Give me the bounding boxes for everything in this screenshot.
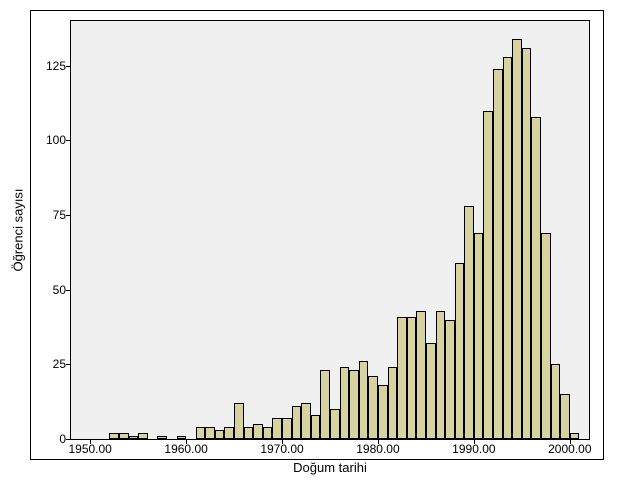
- histogram-bar: [378, 385, 388, 439]
- histogram-bar: [407, 317, 417, 439]
- histogram-bar: [177, 436, 187, 439]
- histogram-bar: [455, 263, 465, 439]
- x-tick-label: 1980.00: [356, 442, 399, 456]
- histogram-bar: [215, 430, 225, 439]
- y-tick-mark: [66, 364, 70, 365]
- y-tick-label: 25: [26, 357, 66, 371]
- histogram-bar: [157, 436, 167, 439]
- histogram-bar: [349, 370, 359, 439]
- y-tick-mark: [66, 215, 70, 216]
- histogram-bar: [272, 418, 282, 439]
- histogram-bar: [292, 406, 302, 439]
- histogram-bar: [541, 233, 551, 439]
- histogram-bar: [224, 427, 234, 439]
- histogram-bar: [531, 117, 541, 439]
- histogram-bar: [244, 427, 254, 439]
- y-tick-label: 0: [26, 432, 66, 446]
- histogram-bar: [205, 427, 215, 439]
- chart-container: 0 25 50 75 100 125 1950.00 1960.00 1970.00 1980.…: [0, 0, 626, 501]
- histogram-bar: [311, 415, 321, 439]
- x-tick-label: 2000.00: [548, 442, 591, 456]
- x-tick-mark: [90, 440, 91, 444]
- x-tick-mark: [378, 440, 379, 444]
- x-tick-mark: [474, 440, 475, 444]
- histogram-bar: [483, 111, 493, 439]
- y-tick-mark: [66, 290, 70, 291]
- histogram-bar: [493, 69, 503, 439]
- histogram-bar: [512, 39, 522, 439]
- histogram-bar: [503, 57, 513, 439]
- y-tick-label: 75: [26, 208, 66, 222]
- histogram-bar: [522, 48, 532, 439]
- histogram-bar: [138, 433, 148, 439]
- y-tick-mark: [66, 66, 70, 67]
- histogram-bar: [282, 418, 292, 439]
- histogram-bar: [570, 433, 580, 439]
- histogram-bar: [263, 427, 273, 439]
- x-tick-mark: [282, 440, 283, 444]
- y-tick-mark: [66, 140, 70, 141]
- histogram-bar: [436, 311, 446, 439]
- histogram-bar: [234, 403, 244, 439]
- histogram-bar: [330, 409, 340, 439]
- x-tick-label: 1990.00: [452, 442, 495, 456]
- histogram-bar: [320, 370, 330, 439]
- x-tick-mark: [570, 440, 571, 444]
- histogram-bar: [129, 436, 139, 439]
- x-tick-label: 1960.00: [164, 442, 207, 456]
- histogram-bar: [416, 311, 426, 439]
- y-axis-label: Öğrenci sayısı: [11, 188, 26, 271]
- histogram-bar: [426, 343, 436, 439]
- x-tick-label: 1970.00: [260, 442, 303, 456]
- histogram-bar: [368, 376, 378, 439]
- histogram-bar: [340, 367, 350, 439]
- x-tick-label: 1950.00: [68, 442, 111, 456]
- histogram-bar: [464, 206, 474, 439]
- histogram-bar: [119, 433, 129, 439]
- histogram-bar: [388, 367, 398, 439]
- y-tick-mark: [66, 439, 70, 440]
- y-tick-label: 125: [26, 59, 66, 73]
- y-tick-label: 100: [26, 133, 66, 147]
- x-axis-label: Doğum tarihi: [293, 460, 367, 475]
- x-tick-mark: [186, 440, 187, 444]
- histogram-bar: [109, 433, 119, 439]
- histogram-bar: [253, 424, 263, 439]
- histogram-bar: [551, 364, 561, 439]
- histogram-bar: [301, 403, 311, 439]
- histogram-bar: [196, 427, 206, 439]
- plot-area: [70, 20, 590, 440]
- histogram-bar: [474, 233, 484, 439]
- histogram-bar: [445, 320, 455, 439]
- histogram-bar: [397, 317, 407, 439]
- histogram-bar: [560, 394, 570, 439]
- y-tick-label: 50: [26, 283, 66, 297]
- histogram-bar: [359, 361, 369, 439]
